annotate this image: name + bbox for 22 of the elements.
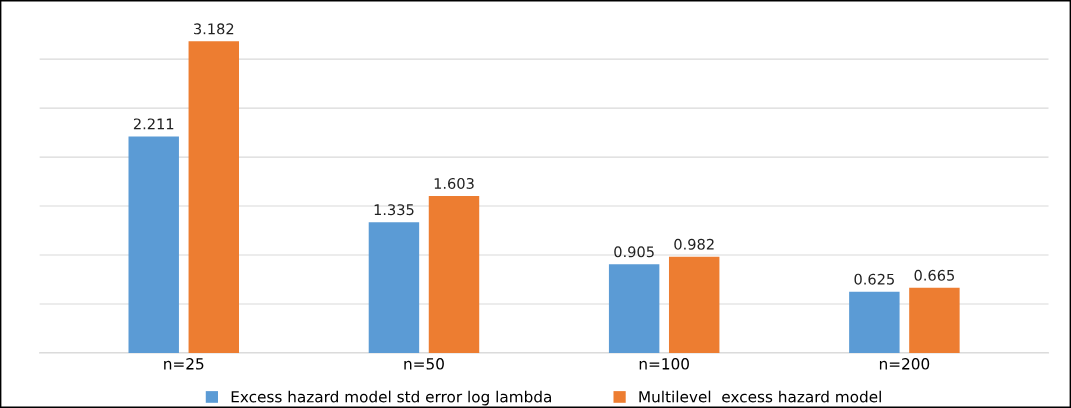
legend-label: Multilevel excess hazard model (639, 390, 881, 403)
x-tick-label: n=200 (879, 358, 930, 370)
bar (368, 222, 420, 353)
bar (909, 287, 960, 353)
bar (668, 256, 720, 353)
data-label: 2.211 (133, 118, 174, 130)
data-label: 0.665 (914, 269, 955, 281)
data-label: 0.905 (614, 246, 654, 258)
x-tick-label: n=25 (164, 358, 204, 370)
data-label: 1.603 (434, 177, 474, 189)
bar (188, 41, 239, 353)
bar (608, 264, 660, 353)
bar (128, 136, 179, 353)
x-tick-label: n=50 (404, 358, 444, 370)
data-label: 0.982 (674, 238, 714, 250)
legend-label: Excess hazard model std error log lambda (231, 390, 551, 406)
bar (849, 291, 900, 353)
data-label: 3.182 (194, 23, 234, 35)
x-tick-label: n=100 (639, 358, 689, 370)
data-label: 1.335 (374, 204, 414, 216)
bar (428, 195, 480, 353)
data-label: 0.625 (854, 273, 894, 285)
